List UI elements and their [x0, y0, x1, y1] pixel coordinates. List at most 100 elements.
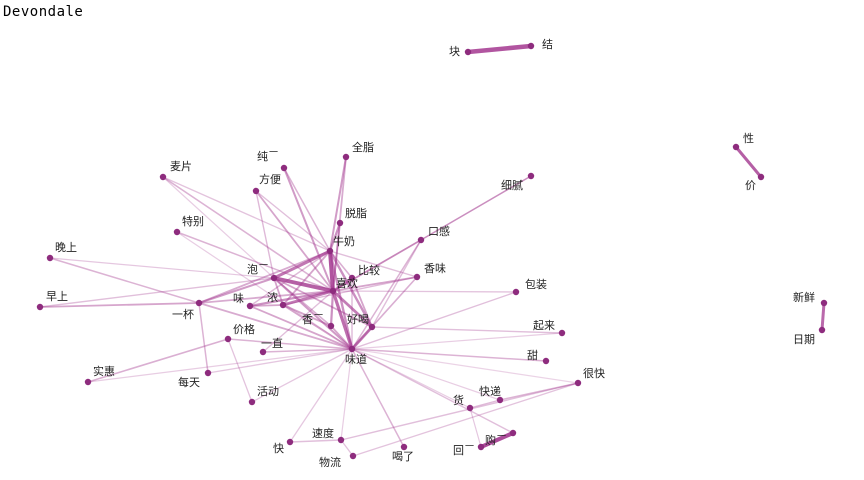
graph-node-label-shihui: 实惠: [93, 364, 115, 378]
graph-node-label-qilai: 起来: [533, 319, 555, 332]
graph-edge-weidao-meitian: [207, 348, 353, 374]
graph-edge-pao-weidao: [273, 277, 353, 350]
graph-node-yizhi[interactable]: [259, 348, 267, 356]
graph-edge-haohe-weidao: [350, 325, 374, 351]
graph-node-jia_price[interactable]: [757, 173, 765, 181]
graph-edge-wanshang-pao: [49, 257, 275, 279]
graph-edge-kougan-weidao: [351, 239, 422, 350]
graph-edge-pao-yibei: [198, 277, 275, 304]
graph-node-wuliu[interactable]: [349, 452, 357, 460]
graph-edge-weidao-kuaidi: [351, 348, 501, 401]
graph-node-maipian[interactable]: [159, 173, 167, 181]
graph-node-label-huodong: 活动: [257, 385, 279, 398]
graph-edge-weidao-huo: [351, 348, 471, 409]
graph-node-label-hele: 喝了: [392, 450, 414, 463]
graph-edge-fangbian-niunai: [255, 190, 331, 252]
graph-node-label-henkuai: 很快: [583, 366, 605, 380]
graph-node-kuai_fast[interactable]: [286, 438, 294, 446]
graph-node-label-xiangwei: 香味: [424, 262, 446, 275]
graph-edge-xiangwei-xihuan: [332, 276, 418, 292]
graph-node-label-sudu: 速度: [312, 426, 334, 440]
graph-edge-tebie-xihuan: [176, 231, 334, 292]
graph-node-meitian[interactable]: [204, 369, 212, 377]
graph-edge-weidao-shihui: [87, 348, 353, 383]
graph-node-shihui[interactable]: [84, 378, 92, 386]
graph-node-haohe[interactable]: [368, 323, 376, 331]
graph-node-xihuan[interactable]: [329, 287, 337, 295]
graph-edge-baozhuang-weidao: [351, 291, 517, 350]
graph-edge-xini-kougan: [420, 175, 532, 241]
graph-node-henkuai[interactable]: [574, 379, 582, 387]
graph-node-jie[interactable]: [527, 42, 535, 50]
chart-title: Devondale: [3, 4, 84, 20]
graph-node-sudu[interactable]: [337, 436, 345, 444]
graph-node-xini[interactable]: [527, 172, 535, 180]
graph-node-huo[interactable]: [466, 404, 474, 412]
graph-node-gou[interactable]: [509, 429, 517, 437]
graph-node-kougan[interactable]: [417, 236, 425, 244]
graph-node-label-tian: 甜: [527, 349, 538, 362]
graph-edge-weidao-gou: [351, 348, 514, 434]
graph-node-tuozhi[interactable]: [336, 219, 344, 227]
graph-edge-henkuai-kuaidi: [499, 382, 579, 401]
graph-edge-xing-jia_price: [734, 145, 763, 179]
graph-node-qilai[interactable]: [558, 329, 566, 337]
graph-node-riqi[interactable]: [818, 326, 826, 334]
graph-node-label-xing: 性: [743, 131, 754, 145]
graph-node-label-xinxian: 新鲜: [793, 290, 815, 304]
graph-node-hele[interactable]: [400, 443, 408, 451]
graph-node-bijiao[interactable]: [348, 274, 356, 282]
graph-node-hui[interactable]: [477, 443, 485, 451]
graph-node-wanshang[interactable]: [46, 254, 54, 262]
graph-edge-henkuai-sudu: [340, 382, 579, 441]
graph-edge-weidao-huodong: [251, 348, 353, 403]
graph-node-label-kuai_block: 块: [449, 45, 460, 58]
graph-node-label-quanzhi: 全脂: [352, 140, 374, 154]
graph-node-jiage[interactable]: [224, 335, 232, 343]
graph-edge-fangbian-xihuan: [255, 190, 334, 292]
graph-node-label-yibei: 一杯: [172, 307, 194, 321]
graph-edge-weidao-hele: [351, 348, 405, 448]
graph-node-weidao[interactable]: [348, 345, 356, 353]
graph-node-wei[interactable]: [246, 302, 254, 310]
graph-edge-maipian-pao: [162, 176, 275, 279]
graph-node-xiangwei[interactable]: [413, 273, 421, 281]
graph-node-chun[interactable]: [280, 164, 288, 172]
graph-edge-sudu-kuai_fast: [289, 439, 342, 443]
graph-node-label-xihuan: 喜欢: [336, 276, 358, 290]
graph-node-quanzhi[interactable]: [342, 153, 350, 161]
graph-node-zaoshang[interactable]: [36, 303, 44, 311]
graph-node-tian[interactable]: [542, 357, 550, 365]
graph-node-yibei[interactable]: [195, 299, 203, 307]
graph-edge-kougan-haohe: [371, 239, 422, 328]
graph-node-fangbian[interactable]: [252, 187, 260, 195]
graph-edge-pao-xiang: [273, 277, 332, 327]
graph-edge-niunai-pao: [272, 249, 332, 280]
graph-edge-weidao-sudu: [340, 348, 353, 441]
graph-node-baozhuang[interactable]: [512, 288, 520, 296]
graph-node-xiang[interactable]: [327, 322, 335, 330]
graph-edge-jiage-weidao: [227, 338, 353, 350]
graph-node-huodong[interactable]: [248, 398, 256, 406]
graph-edge-tebie-weidao: [176, 231, 353, 350]
graph-node-label-nong: 浓: [267, 291, 278, 304]
graph-edge-pao-haohe: [273, 277, 373, 328]
graph-node-kuaidi[interactable]: [496, 396, 504, 404]
graph-node-tebie[interactable]: [173, 228, 181, 236]
graph-edge-wanshang-yibei: [49, 257, 200, 304]
graph-node-xinxian[interactable]: [820, 299, 828, 307]
graph-edge-quanzhi-niunai: [329, 156, 347, 252]
graph-node-label-wuliu: 物流: [319, 455, 341, 469]
graph-node-xing[interactable]: [732, 143, 740, 151]
graph-node-label-tuozhi: 脱脂: [345, 206, 367, 220]
graph-node-nong[interactable]: [279, 301, 287, 309]
graph-node-pao[interactable]: [270, 274, 278, 282]
graph-edge-xihuan-yizhi: [262, 290, 334, 353]
graph-edge-nong-xiang: [282, 304, 332, 327]
graph-edge-xihuan-weidao: [331, 289, 354, 351]
graph-node-label-maipian: 麦片: [170, 160, 192, 173]
graph-node-kuai_block[interactable]: [464, 48, 472, 56]
graph-edge-niunai-haohe: [328, 249, 374, 329]
graph-node-niunai[interactable]: [326, 247, 334, 255]
